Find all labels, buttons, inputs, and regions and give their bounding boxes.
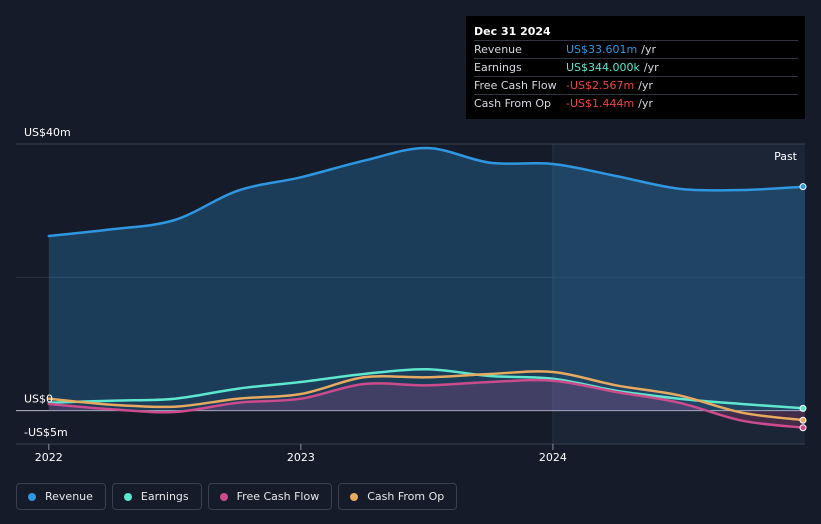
tooltip-panel: Dec 31 2024 Revenue US$33.601m/yr Earnings… bbox=[466, 16, 805, 119]
tooltip-row-value: US$344.000k bbox=[566, 61, 640, 74]
free-cash-flow-endpoint bbox=[799, 424, 807, 432]
x-tick-label: 2023 bbox=[287, 451, 315, 464]
tooltip-row-unit: /yr bbox=[641, 43, 656, 56]
x-axis-ticks: 2022 2023 2024 bbox=[35, 444, 567, 464]
past-shading bbox=[552, 144, 805, 444]
tooltip-row: Free Cash Flow -US$2.567m/yr bbox=[474, 76, 798, 94]
legend-item-revenue[interactable]: Revenue bbox=[16, 483, 106, 510]
earnings-endpoint bbox=[799, 404, 807, 412]
legend-label: Revenue bbox=[45, 490, 93, 503]
tooltip-row-value: -US$2.567m bbox=[566, 79, 635, 92]
tooltip-row-label: Earnings bbox=[474, 61, 522, 74]
tooltip-row-value: US$33.601m bbox=[566, 43, 638, 56]
free-cash-flow-area bbox=[48, 380, 806, 428]
legend-dot-icon bbox=[28, 492, 36, 501]
y-tick-label: US$0 bbox=[24, 393, 53, 406]
tooltip-row-unit: /yr bbox=[643, 61, 659, 74]
series-areas bbox=[48, 147, 806, 428]
cash-from-op-line bbox=[47, 370, 807, 422]
series-endpoints bbox=[799, 183, 807, 432]
tooltip-row-unit: /yr bbox=[638, 79, 653, 92]
legend-item-cash-from-op[interactable]: Cash From Op bbox=[338, 483, 458, 510]
legend-dot-icon bbox=[350, 492, 359, 501]
tooltip-row-label: Free Cash Flow bbox=[474, 79, 557, 92]
cash-from-op-endpoint bbox=[799, 416, 807, 424]
free-cash-flow-line bbox=[47, 378, 807, 430]
past-region-shade bbox=[552, 144, 805, 444]
tooltip-row: Earnings US$344.000k/yr bbox=[474, 58, 798, 76]
legend-label: Earnings bbox=[140, 490, 189, 503]
legend-item-earnings[interactable]: Earnings bbox=[111, 483, 202, 510]
earnings-line bbox=[47, 368, 807, 410]
x-tick-label: 2022 bbox=[35, 451, 63, 464]
tooltip-row: Revenue US$33.601m/yr bbox=[474, 40, 798, 58]
series-lines bbox=[47, 146, 807, 430]
tooltip-row: Cash From Op -US$1.444m/yr bbox=[474, 94, 798, 112]
legend-label: Cash From Op bbox=[367, 490, 445, 503]
tooltip-row-unit: /yr bbox=[638, 97, 653, 110]
past-label: Past bbox=[774, 150, 798, 163]
x-tick-label: 2024 bbox=[539, 451, 567, 464]
legend-dot-icon bbox=[123, 492, 132, 501]
revenue-line bbox=[47, 146, 807, 238]
y-axis-ticks: US$40m US$0 -US$5m bbox=[24, 126, 71, 439]
legend-item-free-cash-flow[interactable]: Free Cash Flow bbox=[207, 483, 333, 510]
legend-dot-icon bbox=[219, 492, 228, 501]
tooltip-row-label: Revenue bbox=[474, 43, 522, 56]
tooltip-row-value: -US$1.444m bbox=[566, 97, 635, 110]
legend-label: Free Cash Flow bbox=[236, 490, 320, 503]
legend: Revenue Earnings Free Cash Flow Cash From O… bbox=[16, 483, 458, 510]
tooltip-row-label: Cash From Op bbox=[474, 97, 552, 110]
revenue-endpoint bbox=[799, 183, 807, 191]
revenue-area bbox=[48, 147, 806, 411]
tooltip-date: Dec 31 2024 bbox=[474, 25, 551, 38]
y-tick-label: US$40m bbox=[24, 126, 71, 139]
y-tick-label: -US$5m bbox=[24, 426, 68, 439]
